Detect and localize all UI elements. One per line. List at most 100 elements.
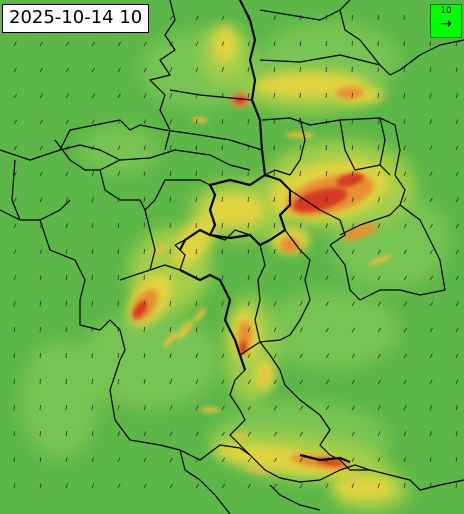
wind-arrow (403, 40, 405, 47)
wind-arrow (403, 301, 408, 307)
wind-arrow (299, 353, 304, 359)
wind-arrow (299, 66, 301, 73)
wind-arrow (377, 457, 381, 463)
wind-arrow (195, 145, 198, 151)
wind-arrow (247, 431, 252, 437)
wind-arrow (117, 379, 120, 385)
wind-arrow (455, 275, 460, 281)
wind-arrow (403, 353, 408, 359)
wind-arrow (273, 196, 275, 203)
wind-arrow (377, 92, 379, 99)
wind-arrow (247, 118, 249, 125)
wind-arrow (299, 457, 304, 463)
wind-arrow (143, 93, 147, 99)
wind-arrow (13, 327, 16, 333)
wind-arrow (117, 352, 119, 359)
wind-arrow (65, 67, 70, 73)
wind-arrow (117, 248, 119, 255)
wind-arrow (91, 67, 96, 73)
wind-arrow (377, 301, 382, 307)
wind-arrow (169, 405, 173, 411)
wind-arrow (169, 327, 172, 333)
wind-arrow (91, 457, 94, 463)
wind-arrow (429, 197, 433, 203)
wind-arrow (429, 327, 434, 333)
wind-arrow (299, 301, 303, 307)
wind-arrow (143, 197, 146, 203)
wind-arrow (429, 93, 432, 99)
wind-arrow (247, 275, 250, 281)
wind-arrow (39, 352, 41, 359)
wind-arrow (455, 301, 460, 307)
wind-arrow (403, 431, 407, 437)
wind-arrow (299, 431, 304, 437)
wind-arrow (13, 41, 17, 47)
wind-arrow (13, 301, 16, 307)
wind-arrow (169, 457, 173, 463)
wind-arrow (403, 145, 406, 151)
wind-arrow (91, 405, 94, 411)
wind-arrow (143, 353, 146, 359)
wind-arrow (169, 15, 174, 21)
wind-arrow (195, 405, 199, 411)
wind-arrow (299, 275, 303, 281)
wind-arrow (221, 15, 225, 21)
wind-arrow (325, 40, 327, 47)
wind-arrow (273, 327, 277, 333)
wind-arrow (117, 405, 120, 411)
wind-arrow (221, 275, 224, 281)
wind-arrow (455, 93, 458, 99)
wind-arrow (273, 118, 275, 125)
wind-arrow (143, 171, 146, 177)
wind-arrow (351, 483, 355, 489)
wind-arrow (351, 275, 355, 281)
wind-arrow (195, 67, 199, 73)
wind-arrow (299, 170, 301, 177)
wind-arrow (429, 379, 433, 385)
wind-arrow (143, 431, 147, 437)
wind-arrow (429, 249, 434, 255)
wind-arrow (429, 457, 432, 463)
wind-arrow (273, 223, 276, 229)
wind-arrow (169, 300, 171, 307)
wind-arrow (455, 405, 458, 411)
wind-arrow (39, 483, 42, 489)
wind-arrow (377, 431, 381, 437)
wind-arrow (39, 457, 42, 463)
wind-arrow (39, 67, 44, 73)
wind-arrow (377, 14, 379, 21)
wind-arrow (39, 326, 41, 333)
wind-arrow (91, 119, 95, 125)
wind-arrow (13, 352, 15, 359)
wind-arrow (65, 300, 67, 307)
wind-arrow (143, 67, 147, 73)
wind-arrow (351, 405, 356, 411)
wind-arrow (65, 431, 68, 437)
wind-arrow (91, 249, 94, 255)
wind-arrow (169, 222, 171, 229)
wind-arrow (325, 353, 330, 359)
wind-arrow (377, 171, 380, 177)
wind-arrow (273, 483, 278, 489)
wind-arrow (39, 430, 41, 437)
wind-arrow (403, 275, 408, 281)
wind-arrow (221, 144, 223, 151)
wind-arrow (299, 15, 302, 21)
wind-arrow (91, 431, 94, 437)
wind-arrow (325, 301, 329, 307)
wind-arrow (247, 67, 250, 73)
wind-arrow (403, 457, 406, 463)
wind-arrow (351, 379, 356, 385)
wind-arrow (169, 483, 174, 489)
wind-arrow (39, 41, 44, 47)
national-border (179, 0, 351, 464)
wind-arrow (351, 301, 356, 307)
wind-arrow (247, 41, 250, 47)
wind-arrow (325, 405, 330, 411)
wind-arrow (13, 483, 16, 489)
wind-arrow (403, 119, 406, 125)
wind-arrow (299, 483, 303, 489)
wind-arrow (299, 379, 304, 385)
wind-arrow (169, 67, 173, 73)
wind-arrow (91, 352, 93, 359)
